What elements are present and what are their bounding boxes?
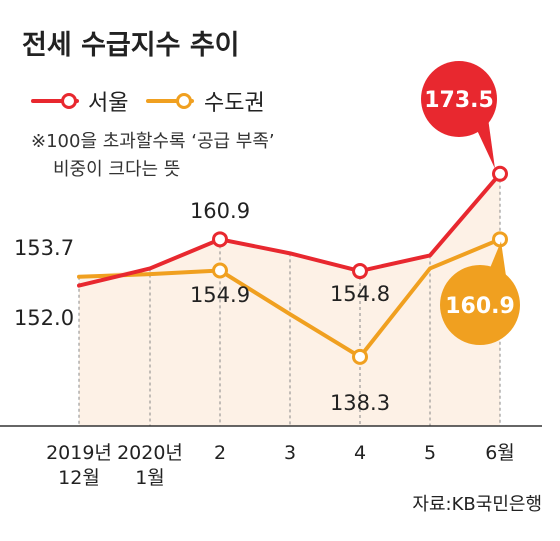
chart-title: 전세 수급지수 추이 <box>22 30 240 61</box>
axis-layer: 2019년 12월 2020년 1월 2 3 4 5 6월 <box>0 425 542 489</box>
metro-label-4: 138.3 <box>330 391 390 415</box>
x-tick-label-2-0: 2 <box>214 442 226 464</box>
seoul-callout-pointer <box>476 118 495 169</box>
seoul-point-4 <box>352 263 368 280</box>
series-lines-layer <box>77 171 502 359</box>
area-fill-layer <box>79 173 500 426</box>
metro-point-4 <box>352 348 368 365</box>
seoul-label-2: 160.9 <box>190 199 250 223</box>
area-fill <box>79 173 500 426</box>
metro-series-line <box>77 237 502 359</box>
x-tick-label-4-0: 4 <box>354 442 366 464</box>
seoul-point-2 <box>212 231 228 248</box>
metro-label-2: 154.9 <box>190 283 250 307</box>
seoul-label-0: 152.0 <box>14 306 74 330</box>
seoul-callout-circle <box>421 61 497 137</box>
seoul-series-line <box>77 171 502 288</box>
seoul-callout-text: 173.5 <box>424 88 494 113</box>
legend-seoul-marker <box>61 93 77 109</box>
data-labels-layer: 153.7 152.0 160.9 154.9 154.8 138.3 173.5 160.9 <box>14 61 520 415</box>
legend-metro-marker <box>176 93 192 109</box>
x-tick-label-0-0: 2019년 <box>46 442 112 464</box>
seoul-point-6 <box>492 165 508 182</box>
metro-label-0: 153.7 <box>14 236 74 260</box>
x-tick-label-1-1: 1월 <box>135 467 165 489</box>
chart-note-line-2: 비중이 크다는 뜻 <box>53 159 180 180</box>
metro-point-2 <box>212 262 228 279</box>
series-points-layer <box>212 165 508 365</box>
x-tick-label-3-0: 3 <box>284 442 296 464</box>
chart-note-line-1: ※100을 초과할수록 ‘공급 부족’ <box>31 131 275 152</box>
x-tick-label-6-0: 6월 <box>485 442 515 464</box>
legend-seoul-label: 서울 <box>88 91 128 116</box>
metro-callout-pointer <box>490 241 506 276</box>
seoul-label-4: 154.8 <box>330 282 390 306</box>
metro-callout-circle <box>440 265 520 345</box>
source-note: 자료:KB국민은행 <box>412 494 542 515</box>
legend: 서울 수도권 <box>31 91 265 116</box>
x-tick-label-1-0: 2020년 <box>117 442 183 464</box>
x-tick-label-0-1: 12월 <box>58 467 100 489</box>
x-tick-label-5-0: 5 <box>424 442 436 464</box>
metro-callout-text: 160.9 <box>445 294 515 319</box>
legend-metro-label: 수도권 <box>204 91 265 116</box>
